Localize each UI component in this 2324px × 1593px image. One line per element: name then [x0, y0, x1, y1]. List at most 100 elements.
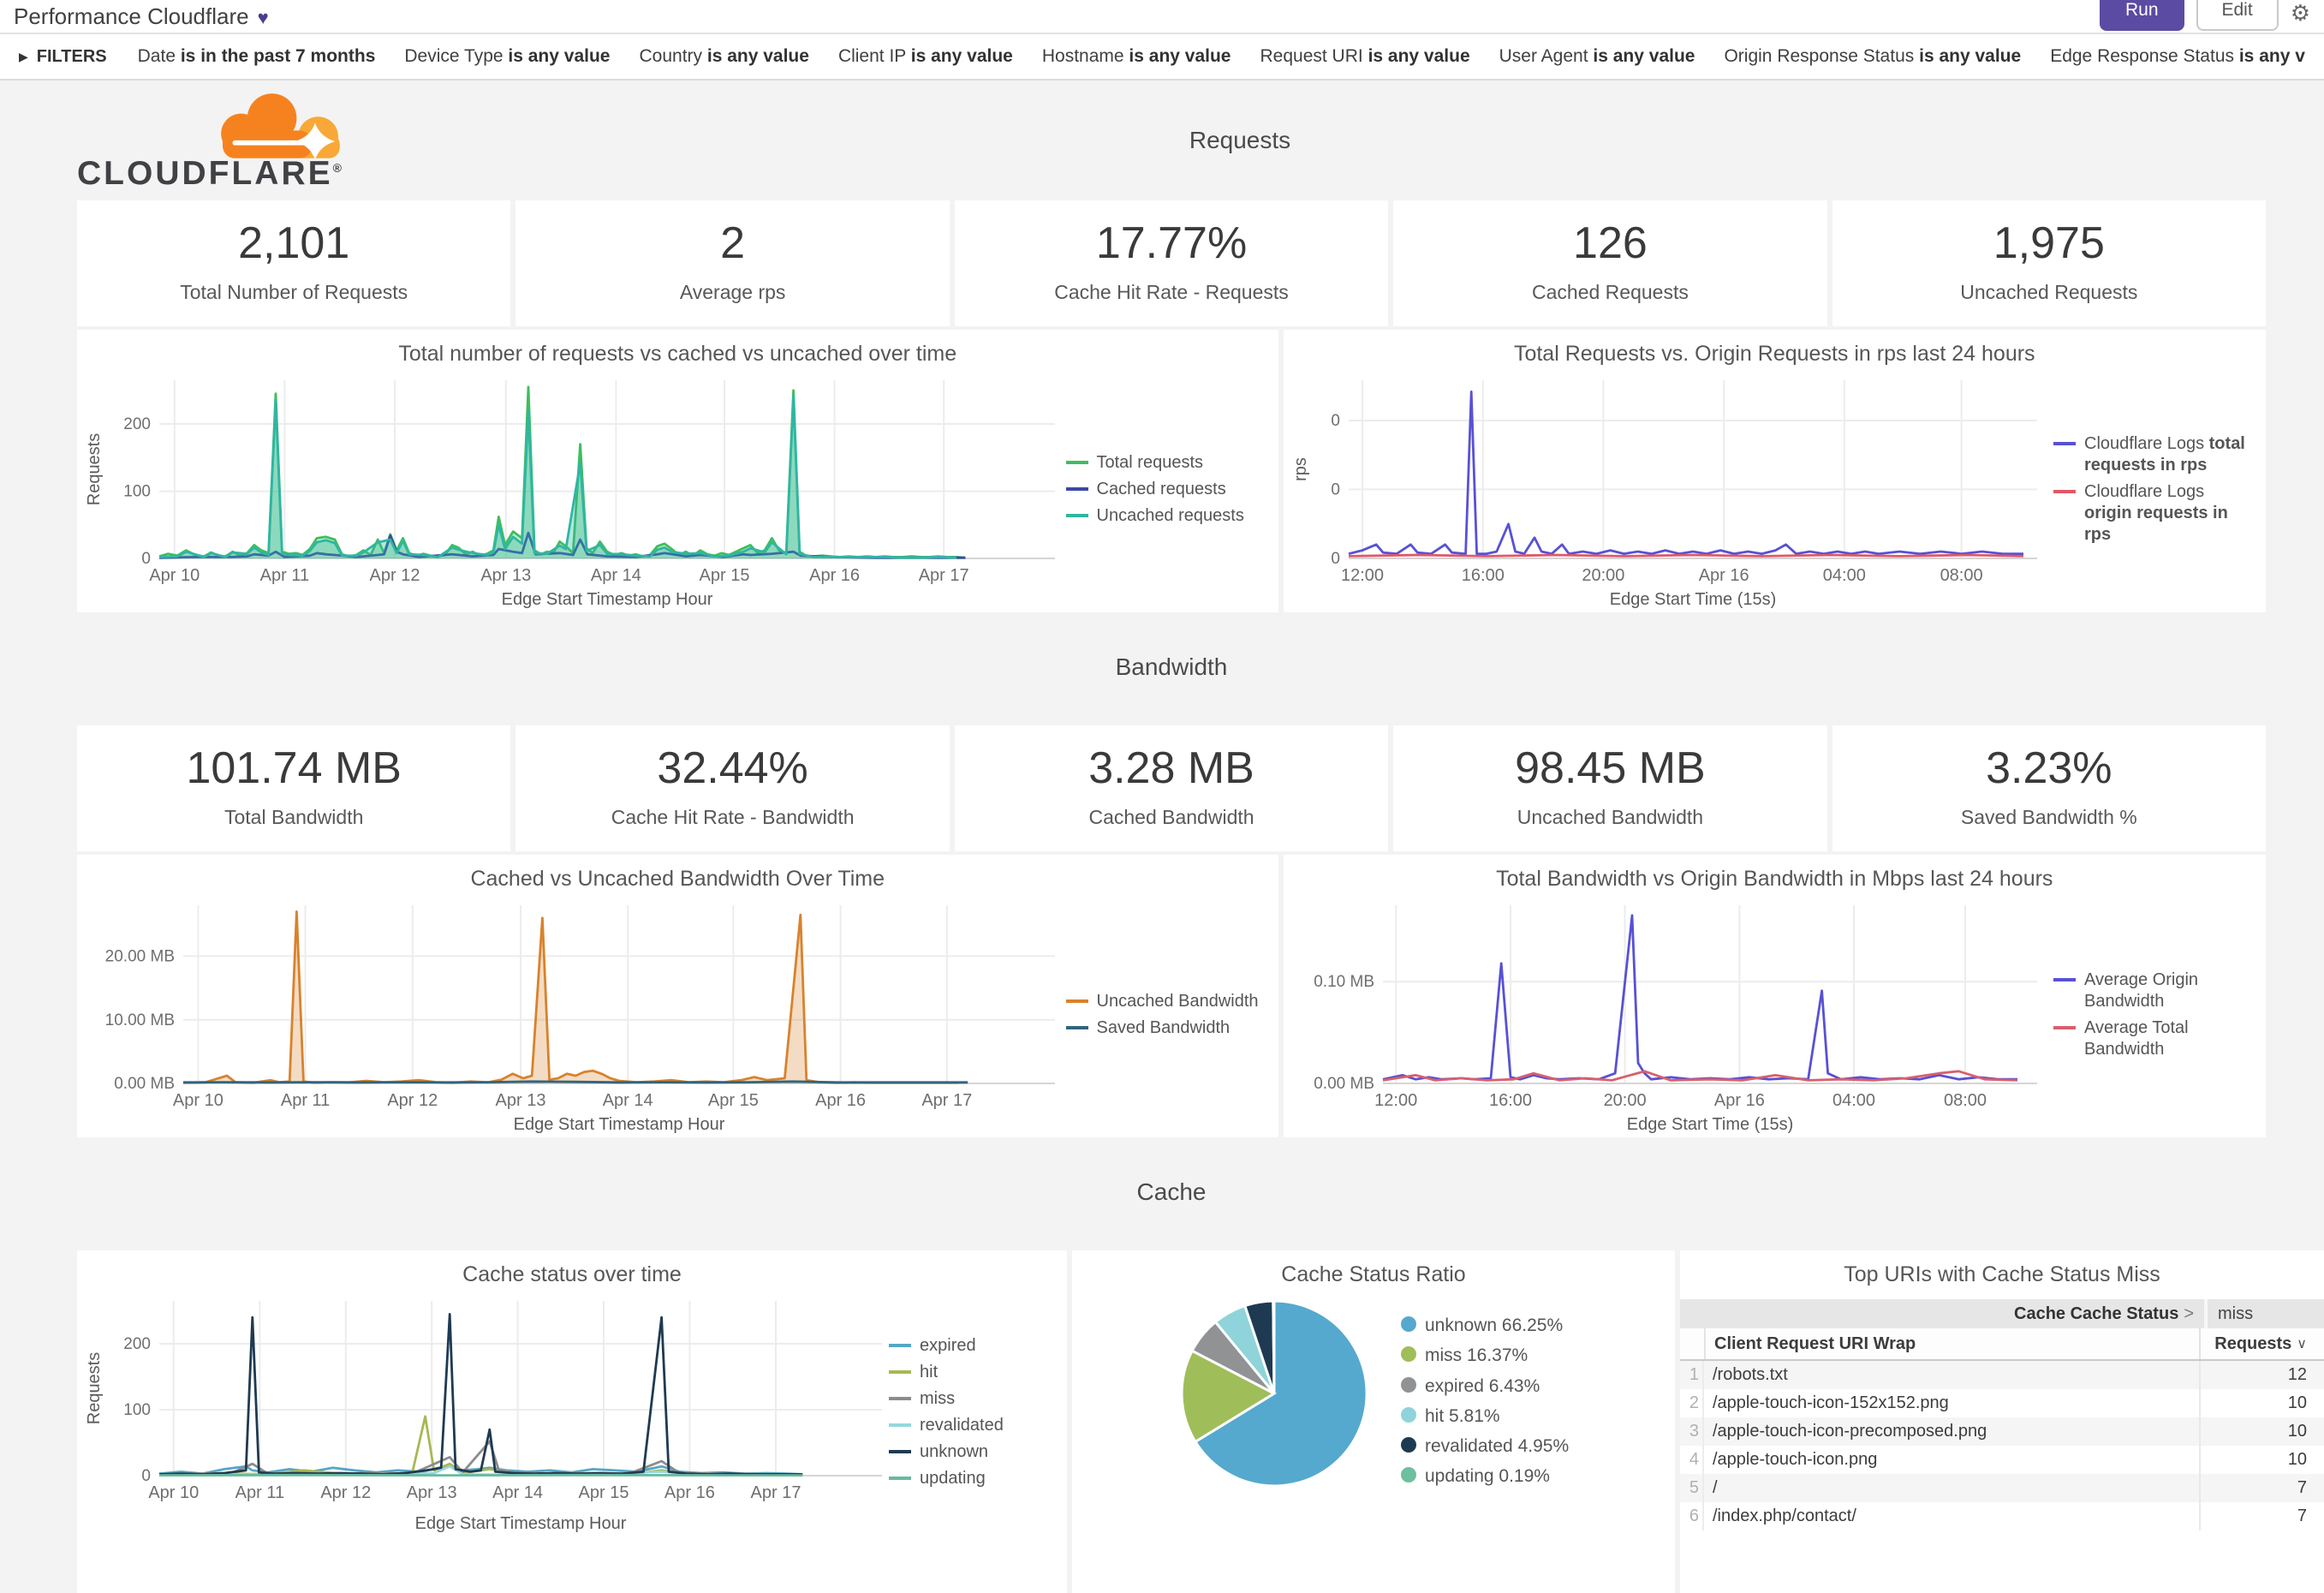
svg-text:Apr 12: Apr 12 [370, 566, 420, 585]
table-row[interactable]: 5 / 7 [1680, 1474, 2324, 1502]
legend-item[interactable]: unknown [889, 1441, 1057, 1463]
svg-text:Apr 16: Apr 16 [1713, 1091, 1764, 1110]
svg-text:Edge Start Time (15s): Edge Start Time (15s) [1609, 590, 1776, 609]
filter-item[interactable]: Country is any value [639, 46, 808, 67]
svg-text:Apr 14: Apr 14 [591, 566, 641, 585]
pivot-value-cell[interactable]: miss [2204, 1299, 2324, 1328]
legend-swatch [2053, 442, 2076, 445]
chart-body: 0 0 0 12:00 16:00 20:00 Apr 16 04:00 08:00 Edge S… [1284, 367, 2267, 612]
legend-item[interactable]: Cloudflare Logs origin requests in rps [2053, 481, 2255, 546]
svg-text:20:00: 20:00 [1582, 566, 1624, 585]
row-requests: 7 [2199, 1474, 2324, 1502]
bandwidth-over-time-card: Cached vs Uncached Bandwidth Over Time 0… [77, 855, 1278, 1137]
svg-text:Apr 16: Apr 16 [809, 566, 860, 585]
filter-item[interactable]: Origin Response Status is any value [1724, 46, 2021, 67]
requests-over-time-plot[interactable]: 0 100 200 Apr 10 Apr 11 Apr 12 Apr 13 Apr 14 Apr… [80, 370, 1066, 609]
kpi-card: 2 Average rps [515, 200, 950, 326]
kpi-label: Saved Bandwidth % [1960, 806, 2137, 828]
svg-text:12:00: 12:00 [1340, 566, 1383, 585]
legend-item[interactable]: updating [889, 1468, 1057, 1489]
legend-item[interactable]: Total requests [1065, 452, 1268, 474]
legend-item[interactable]: Cached requests [1065, 479, 1268, 500]
legend-item[interactable]: revalidated 4.95% [1401, 1435, 1569, 1458]
filter-item[interactable]: Date is in the past 7 months [138, 46, 376, 67]
legend-swatch [2053, 490, 2076, 493]
legend-label: revalidated [920, 1416, 1004, 1435]
legend-item[interactable]: Average Origin Bandwidth [2053, 970, 2255, 1012]
table-row[interactable]: 6 /index.php/contact/ 7 [1680, 1502, 2324, 1530]
chart-title: Total Bandwidth vs Origin Bandwidth in M… [1496, 867, 2053, 891]
requests-column-header[interactable]: Requests ∨ [2199, 1328, 2324, 1359]
filter-item[interactable]: Edge Response Status is any value [2050, 46, 2305, 67]
legend-swatch [2053, 977, 2076, 981]
legend-item[interactable]: expired [889, 1335, 1057, 1357]
section-title-requests: Requests [1189, 127, 1291, 153]
chart-legend: Uncached Bandwidth Saved Bandwidth [1065, 895, 1272, 1134]
bandwidth-24h-plot[interactable]: 0.00 MB 0.10 MB 12:00 16:00 20:00 Apr 16 04:00… [1287, 895, 2054, 1134]
bandwidth-over-time-plot[interactable]: 0.00 MB 10.00 MB 20.00 MB Apr 10 Apr 11 Apr 1… [80, 895, 1066, 1134]
filter-item[interactable]: Request URI is any value [1260, 46, 1470, 67]
pivot-header-row: Cache Cache Status > miss [1680, 1299, 2324, 1328]
table-row[interactable]: 4 /apple-touch-icon.png 10 [1680, 1446, 2324, 1474]
legend-item[interactable]: Average Total Bandwidth [2053, 1017, 2255, 1060]
filter-item[interactable]: Client IP is any value [838, 46, 1013, 67]
legend-item[interactable]: updating 0.19% [1401, 1465, 1569, 1488]
run-button[interactable]: Run [2099, 0, 2184, 31]
top-uris-table-card: Top URIs with Cache Status Miss Cache Ca… [1680, 1250, 2324, 1593]
svg-text:Apr 10: Apr 10 [149, 566, 200, 585]
legend-item[interactable]: Cloudflare Logs total requests in rps [2053, 433, 2255, 476]
edit-button[interactable]: Edit [2196, 0, 2279, 31]
legend-item[interactable]: miss [889, 1388, 1057, 1410]
filter-condition: is any value [1129, 46, 1231, 66]
legend-label: hit [920, 1363, 939, 1381]
legend-item[interactable]: miss 16.37% [1401, 1345, 1569, 1367]
kpi-card: 17.77% Cache Hit Rate - Requests [954, 200, 1389, 326]
chart-body: 0 100 200 Apr 10 Apr 11 Apr 12 Apr 13 Apr 14 Apr… [77, 1287, 1067, 1537]
kpi-card: 101.74 MB Total Bandwidth [77, 725, 511, 851]
kpi-value: 2,101 [238, 218, 350, 268]
row-index: 5 [1680, 1474, 1704, 1502]
pie-legend: unknown 66.25% miss 16.37% expired 6.43% hi… [1401, 1315, 1569, 1489]
filters-toggle[interactable]: ▶ FILTERS [19, 47, 107, 67]
svg-text:Edge Start Time (15s): Edge Start Time (15s) [1626, 1115, 1793, 1134]
bandwidth-24h-card: Total Bandwidth vs Origin Bandwidth in M… [1283, 855, 2266, 1137]
svg-text:Apr 16: Apr 16 [815, 1091, 866, 1110]
cache-ratio-pie[interactable] [1178, 1298, 1370, 1489]
row-uri: /index.php/contact/ [1713, 1506, 1856, 1525]
legend-item[interactable]: hit 5.81% [1401, 1405, 1569, 1428]
pivot-field-header[interactable]: Cache Cache Status > [1680, 1299, 2204, 1328]
kpi-card: 2,101 Total Number of Requests [77, 200, 511, 326]
legend-item[interactable]: hit [889, 1362, 1057, 1383]
legend-item[interactable]: revalidated [889, 1415, 1057, 1436]
cache-status-plot[interactable]: 0 100 200 Apr 10 Apr 11 Apr 12 Apr 13 Apr 14 Apr… [80, 1291, 889, 1534]
legend-label: revalidated 4.95% [1425, 1436, 1570, 1456]
filter-item[interactable]: Device Type is any value [404, 46, 610, 67]
legend-label: Saved Bandwidth [1096, 1017, 1231, 1037]
legend-item[interactable]: Saved Bandwidth [1065, 1017, 1268, 1039]
table-row[interactable]: 3 /apple-touch-icon-precomposed.png 10 [1680, 1417, 2324, 1446]
legend-swatch [889, 1477, 911, 1480]
kpi-card: 98.45 MB Uncached Bandwidth [1393, 725, 1827, 851]
legend-label: unknown 66.25% [1425, 1316, 1564, 1335]
table: Cache Cache Status > miss Client Request… [1680, 1299, 2324, 1530]
topbar: Performance Cloudflare ♥ Run Edit ⚙ [0, 0, 2324, 34]
legend-item[interactable]: Uncached requests [1065, 505, 1268, 527]
rps-24h-plot[interactable]: 0 0 0 12:00 16:00 20:00 Apr 16 04:00 08:00 Edge S… [1287, 370, 2054, 609]
kpi-label: Uncached Requests [1960, 281, 2138, 303]
cache-status-ratio-card: Cache Status Ratio unknown 66.25% miss 16… [1072, 1250, 1675, 1593]
filter-item[interactable]: User Agent is any value [1499, 46, 1695, 67]
svg-text:08:00: 08:00 [1940, 566, 1982, 585]
filter-item[interactable]: Hostname is any value [1042, 46, 1231, 67]
legend-label: unknown [920, 1442, 989, 1461]
legend-item[interactable]: unknown 66.25% [1401, 1315, 1569, 1337]
gear-icon[interactable]: ⚙ [2290, 0, 2310, 26]
svg-text:Apr 12: Apr 12 [387, 1091, 438, 1110]
row-uri: /robots.txt [1713, 1365, 1788, 1384]
table-row[interactable]: 2 /apple-touch-icon-152x152.png 10 [1680, 1389, 2324, 1417]
table-row[interactable]: 1 /robots.txt 12 [1680, 1361, 2324, 1389]
uri-column-header[interactable]: Client Request URI Wrap [1714, 1333, 1916, 1353]
legend-item[interactable]: Uncached Bandwidth [1065, 991, 1268, 1012]
legend-item[interactable]: expired 6.43% [1401, 1375, 1569, 1398]
legend-label: updating 0.19% [1425, 1466, 1550, 1487]
chart-title: Total Requests vs. Origin Requests in rp… [1513, 342, 2035, 366]
